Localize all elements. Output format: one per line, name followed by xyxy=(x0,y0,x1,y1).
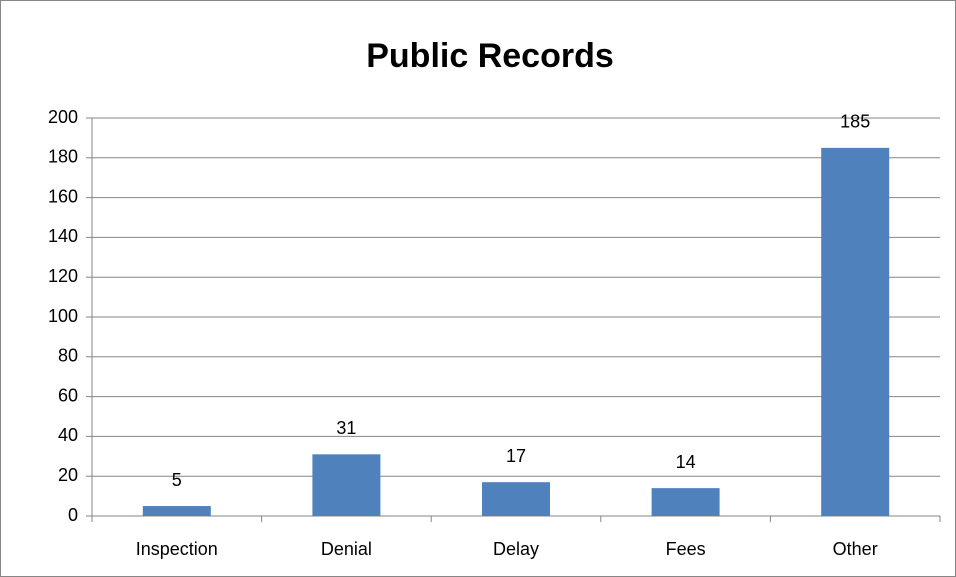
x-tick-label: Inspection xyxy=(136,539,218,559)
bar xyxy=(482,482,550,516)
data-label: 5 xyxy=(172,470,182,490)
data-label: 17 xyxy=(506,446,526,466)
x-tick-label: Denial xyxy=(321,539,372,559)
y-tick-label: 160 xyxy=(48,186,78,206)
y-tick-label: 20 xyxy=(58,465,78,485)
bar xyxy=(651,488,720,516)
y-tick-label: 200 xyxy=(48,107,78,127)
bar xyxy=(312,454,381,516)
x-tick-label: Delay xyxy=(493,539,539,559)
data-label: 31 xyxy=(336,418,356,438)
data-label: 185 xyxy=(840,112,870,132)
y-tick-label: 180 xyxy=(48,147,78,167)
y-tick-label: 140 xyxy=(48,226,78,246)
bar xyxy=(821,147,890,516)
y-tick-label: 120 xyxy=(48,266,78,286)
chart-title: Public Records xyxy=(366,37,614,75)
y-tick-label: 100 xyxy=(48,306,78,326)
data-label: 14 xyxy=(676,452,696,472)
x-tick-label: Other xyxy=(833,539,878,559)
y-tick-label: 0 xyxy=(68,505,78,525)
y-tick-label: 60 xyxy=(58,385,78,405)
y-tick-label: 40 xyxy=(58,425,78,445)
bar xyxy=(142,506,211,516)
y-tick-label: 80 xyxy=(58,346,78,366)
x-tick-label: Fees xyxy=(666,539,706,559)
